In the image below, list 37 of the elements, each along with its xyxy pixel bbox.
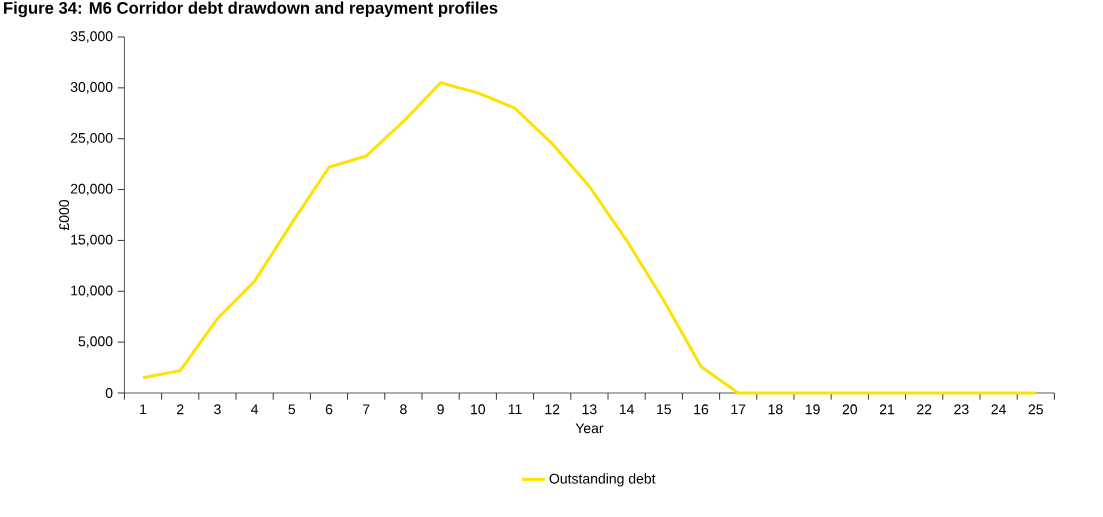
x-tick-label: 21	[879, 404, 895, 415]
x-tick-label: 17	[731, 404, 746, 414]
x-tick-label: 4	[251, 404, 259, 414]
x-tick-label: 23	[954, 404, 969, 415]
y-tick-label: 30,000	[70, 82, 113, 94]
x-tick-label: 14	[619, 404, 634, 414]
x-tick-label: 5	[288, 404, 296, 415]
x-tick-label: 24	[991, 404, 1006, 415]
x-tick-label: 9	[437, 404, 444, 415]
x-tick-label: 7	[363, 404, 370, 414]
y-tick-label: 20,000	[70, 183, 113, 196]
x-tick-label: 11	[508, 404, 522, 414]
x-tick-label: 16	[694, 404, 709, 415]
x-tick-label: 2	[177, 404, 184, 415]
x-tick-label: 22	[917, 404, 932, 415]
y-axis-title: £000	[59, 199, 70, 231]
x-tick-label: 13	[582, 404, 597, 415]
x-tick-label: 10	[471, 404, 486, 415]
y-tick-label: 15,000	[71, 234, 113, 247]
y-tick-label: 35,000	[70, 31, 113, 43]
x-tick-label: 12	[545, 404, 560, 415]
x-tick-label: 25	[1028, 404, 1043, 415]
legend-label: Outstanding debt	[549, 473, 656, 487]
x-tick-label: 20	[842, 404, 858, 415]
x-tick-label: 1	[140, 404, 147, 414]
x-tick-label: 15	[657, 404, 671, 415]
x-tick-label: 3	[214, 404, 221, 415]
x-tick-label: 8	[400, 404, 407, 415]
x-tick-label: 19	[805, 404, 820, 415]
y-tick-label: 0	[105, 388, 113, 398]
x-tick-label: 6	[325, 404, 333, 415]
x-axis-title: Year	[575, 423, 604, 434]
y-tick-label: 10,000	[71, 285, 113, 298]
chart-title: Figure 34: M6 Corridor debt drawdown and repayment profiles	[4, 1, 498, 18]
y-tick-label: 5,000	[78, 336, 113, 348]
x-tick-label: 18	[768, 404, 783, 415]
y-tick-label: 25,000	[70, 132, 113, 145]
